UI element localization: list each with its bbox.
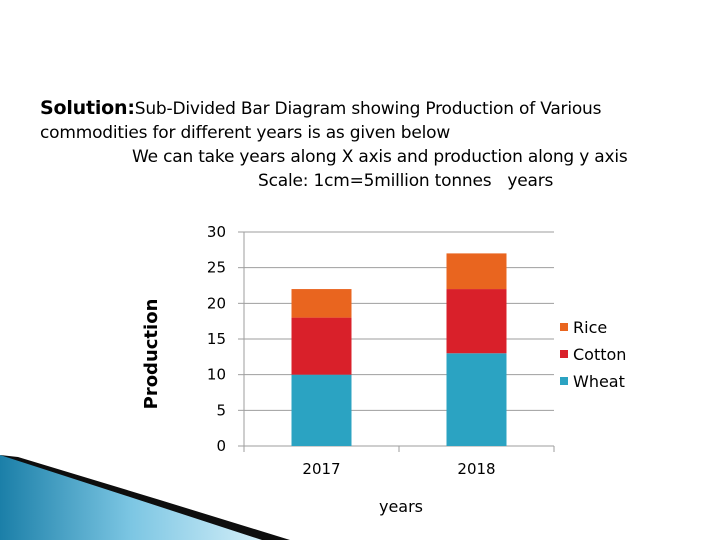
- corner-dark-stripe: [0, 455, 290, 540]
- y-tick-label: 30: [207, 223, 226, 241]
- bar-cotton-2018: [446, 289, 507, 354]
- solution-heading: Solution:Sub-Divided Bar Diagram showing…: [40, 96, 680, 193]
- y-tick-label: 0: [216, 437, 226, 455]
- bar-wheat-2018: [446, 353, 507, 446]
- legend-label-rice: Rice: [573, 318, 607, 337]
- scale-suffix: years: [507, 171, 554, 191]
- bar-wheat-2017: [291, 374, 352, 446]
- x-axis-title: years: [379, 497, 423, 516]
- heading-line-3: We can take years along X axis and produ…: [132, 147, 628, 167]
- legend-label-wheat: Wheat: [573, 372, 625, 391]
- x-tick-label: 2017: [302, 460, 340, 478]
- heading-line-2: commodities for different years is as gi…: [40, 123, 451, 143]
- solution-label: Solution:: [40, 97, 135, 119]
- legend-swatch-rice: [560, 323, 568, 331]
- bar-rice-2018: [446, 253, 507, 290]
- bar-rice-2017: [291, 289, 352, 318]
- y-tick-label: 5: [216, 401, 226, 419]
- legend-swatch-cotton: [560, 350, 568, 358]
- chart-labels: 0 5 10 15 20 25 30 2017 2018 Production years: [141, 223, 496, 516]
- heading-title: Sub-Divided Bar Diagram showing Producti…: [134, 99, 602, 119]
- bar-cotton-2017: [291, 317, 352, 375]
- legend-label-cotton: Cotton: [573, 345, 626, 364]
- scale-text: Scale: 1cm=5million tonnes: [258, 171, 492, 191]
- heading-line-1: Solution:Sub-Divided Bar Diagram showing…: [40, 96, 680, 121]
- y-tick-label: 20: [207, 294, 226, 312]
- x-tick-label: 2018: [457, 460, 495, 478]
- heading-line-4: Scale: 1cm=5million tonnes years: [40, 169, 680, 193]
- y-tick-label: 15: [207, 330, 226, 348]
- y-axis-title: Production: [141, 299, 162, 410]
- chart-bars: [291, 253, 507, 446]
- legend-swatch-wheat: [560, 377, 568, 385]
- corner-gradient-shape: [0, 455, 262, 540]
- y-tick-label: 10: [207, 366, 226, 384]
- y-tick-label: 25: [207, 259, 226, 277]
- chart-legend: Rice Cotton Wheat: [560, 318, 626, 391]
